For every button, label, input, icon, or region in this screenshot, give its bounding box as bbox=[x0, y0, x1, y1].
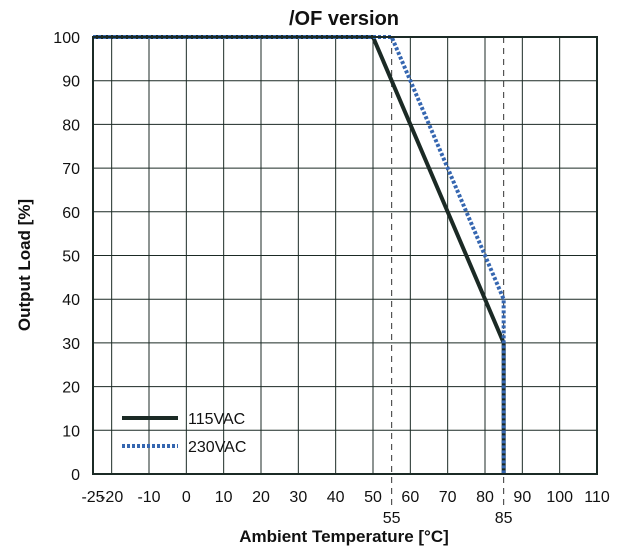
y-axis-label: Output Load [%] bbox=[15, 199, 34, 331]
grid-layer bbox=[93, 37, 597, 505]
x-tick-label: 90 bbox=[513, 489, 531, 506]
y-tick-label: 50 bbox=[62, 249, 80, 266]
x-tick-label: 110 bbox=[584, 489, 610, 506]
x-tick-label: 40 bbox=[327, 489, 345, 506]
plot-frame bbox=[92, 36, 598, 475]
x-tick-label: 100 bbox=[546, 489, 573, 506]
series-line-230vac bbox=[93, 35, 506, 474]
x-tick-label: 70 bbox=[439, 489, 457, 506]
x-tick-label: 0 bbox=[182, 489, 191, 506]
x-tick-label: 10 bbox=[215, 489, 233, 506]
y-tick-label: 80 bbox=[62, 117, 80, 134]
x-tick-label: 60 bbox=[401, 489, 419, 506]
y-tick-label: 0 bbox=[71, 467, 80, 484]
marker-label: 85 bbox=[495, 510, 513, 527]
x-tick-label: 30 bbox=[289, 489, 307, 506]
x-tick-label: -10 bbox=[137, 489, 160, 506]
x-tick-label: 20 bbox=[252, 489, 270, 506]
tick-label-layer: -25-20 -10 0 10 20 30 40 50 60 70 80 90 100 110 0 10 20 3… bbox=[53, 30, 610, 527]
y-tick-label: 60 bbox=[62, 205, 80, 222]
y-tick-label: 10 bbox=[62, 423, 80, 440]
legend: 115VAC 230VAC bbox=[122, 411, 246, 456]
y-tick-label: 100 bbox=[53, 30, 80, 47]
chart-title: /OF version bbox=[289, 8, 399, 30]
y-tick-label: 20 bbox=[62, 380, 80, 397]
legend-label-115vac: 115VAC bbox=[188, 411, 245, 428]
series-point-230vac bbox=[502, 298, 505, 301]
y-tick-label: 90 bbox=[62, 74, 80, 91]
x-tick-label: 80 bbox=[476, 489, 494, 506]
x-tick-label: -20 bbox=[100, 489, 123, 506]
x-axis-label: Ambient Temperature [°C] bbox=[239, 527, 449, 546]
x-tick-label: 50 bbox=[364, 489, 382, 506]
y-tick-label: 40 bbox=[62, 292, 80, 309]
legend-label-230vac: 230VAC bbox=[188, 439, 246, 456]
y-tick-label: 70 bbox=[62, 161, 80, 178]
marker-label: 55 bbox=[383, 510, 401, 527]
x-tick-label: -25 bbox=[81, 489, 104, 506]
y-tick-label: 30 bbox=[62, 336, 80, 353]
